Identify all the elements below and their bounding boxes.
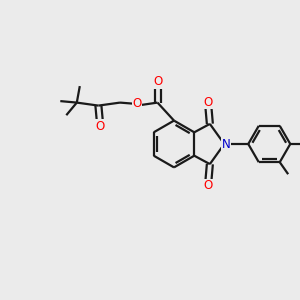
Text: O: O (153, 75, 162, 88)
Text: O: O (204, 179, 213, 192)
Text: N: N (221, 137, 230, 151)
Text: O: O (95, 120, 104, 133)
Text: O: O (204, 96, 213, 109)
Text: O: O (132, 97, 141, 110)
